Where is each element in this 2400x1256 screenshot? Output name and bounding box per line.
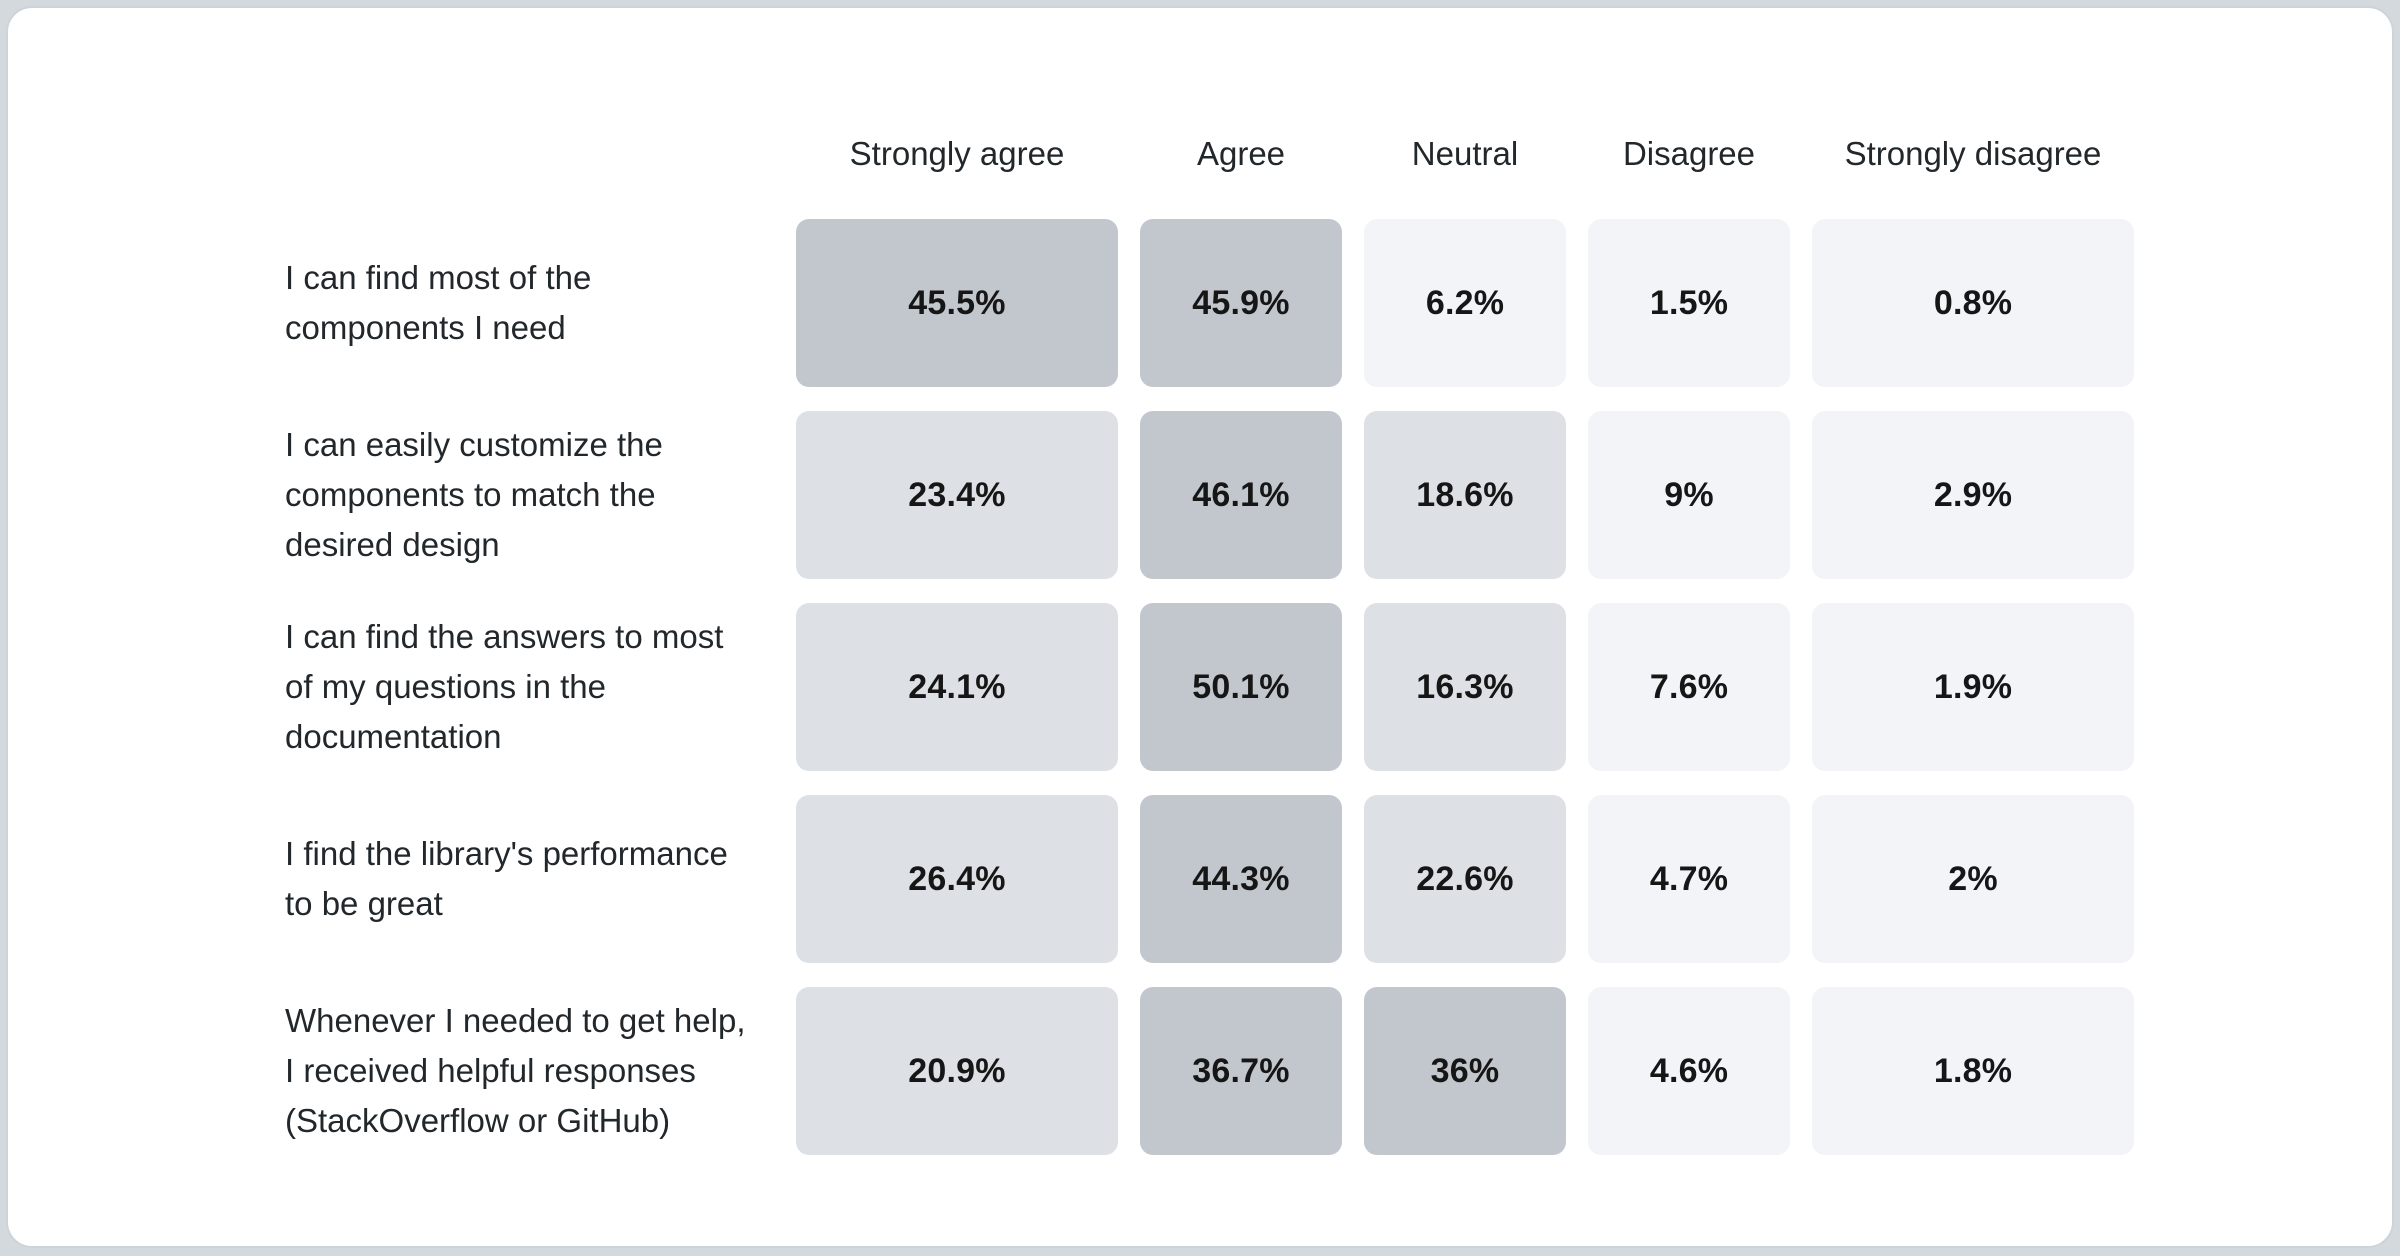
heatmap-cell: 36% — [1364, 987, 1566, 1155]
heatmap-cell: 45.9% — [1140, 219, 1342, 387]
heatmap-cell: 46.1% — [1140, 411, 1342, 579]
column-header: Agree — [1196, 135, 1286, 172]
likert-heatmap-table: Strongly agree Agree Neutral Disagree Strong… — [285, 113, 2134, 1155]
heatmap-cell: 1.5% — [1588, 219, 1790, 387]
heatmap-cell: 2.9% — [1812, 411, 2134, 579]
corner-spacer — [285, 113, 774, 195]
heatmap-cell: 2% — [1812, 795, 2134, 963]
heatmap-cell: 45.5% — [796, 219, 1118, 387]
row-label: I can find most of the components I need — [285, 259, 592, 346]
heatmap-cell: 26.4% — [796, 795, 1118, 963]
row-label: I can easily customize the components to… — [285, 426, 663, 563]
column-header: Neutral — [1411, 135, 1519, 172]
heatmap-cell: 1.8% — [1812, 987, 2134, 1155]
heatmap-cell: 7.6% — [1588, 603, 1790, 771]
heatmap-cell: 22.6% — [1364, 795, 1566, 963]
heatmap-cell: 18.6% — [1364, 411, 1566, 579]
heatmap-cell: 16.3% — [1364, 603, 1566, 771]
heatmap-cell: 1.9% — [1812, 603, 2134, 771]
heatmap-cell: 24.1% — [796, 603, 1118, 771]
row-label: I can find the answers to most of my que… — [285, 618, 724, 755]
heatmap-cell: 6.2% — [1364, 219, 1566, 387]
heatmap-cell: 4.6% — [1588, 987, 1790, 1155]
heatmap-cell: 23.4% — [796, 411, 1118, 579]
heatmap-cell: 36.7% — [1140, 987, 1342, 1155]
column-header: Strongly disagree — [1844, 135, 2102, 172]
heatmap-cell: 0.8% — [1812, 219, 2134, 387]
heatmap-cell: 9% — [1588, 411, 1790, 579]
heatmap-cell: 50.1% — [1140, 603, 1342, 771]
column-header: Strongly agree — [849, 135, 1065, 172]
heatmap-cell: 44.3% — [1140, 795, 1342, 963]
survey-card: Strongly agree Agree Neutral Disagree Strong… — [6, 6, 2394, 1248]
column-header: Disagree — [1622, 135, 1756, 172]
row-label: Whenever I needed to get help, I receive… — [285, 1002, 746, 1139]
heatmap-cell: 4.7% — [1588, 795, 1790, 963]
heatmap-cell: 20.9% — [796, 987, 1118, 1155]
row-label: I find the library's performance to be g… — [285, 835, 728, 922]
